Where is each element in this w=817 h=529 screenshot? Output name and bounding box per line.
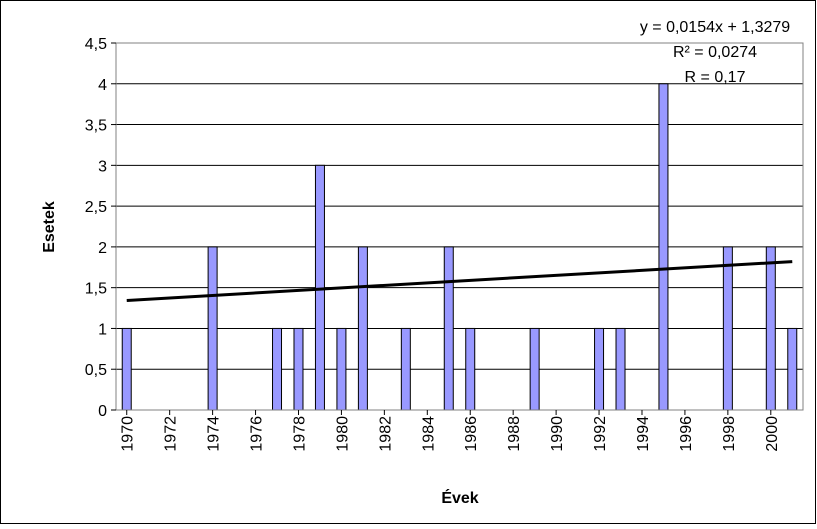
x-tick-label: 1996 <box>678 416 695 452</box>
x-axis-title: Évek <box>441 488 478 507</box>
bar-1998 <box>722 246 733 411</box>
trendline <box>126 260 793 302</box>
plot-area-border <box>115 42 804 411</box>
bar-1974 <box>207 246 218 411</box>
x-tick-label: 1976 <box>249 416 266 452</box>
x-tick-label: 1992 <box>592 416 609 452</box>
x-tick-label: 1972 <box>163 416 180 452</box>
y-tick-label: 1,5 <box>85 281 107 298</box>
trendline-layer <box>126 260 793 302</box>
x-tick-label: 1982 <box>377 416 394 452</box>
bar-1986 <box>465 327 476 411</box>
y-axis-ticks: 0 0,5 1 1,5 2 2,5 3 3,5 4 4,5 <box>85 36 116 420</box>
y-axis-title: Esetek <box>41 201 58 253</box>
x-tick-label: 1978 <box>291 416 308 452</box>
bar-1985 <box>443 246 454 411</box>
y-tick-label: 0 <box>98 403 107 420</box>
x-tick-label: 1970 <box>120 416 137 452</box>
bar-1981 <box>357 246 368 411</box>
bar-1989 <box>529 327 540 411</box>
y-tick-label: 3 <box>98 158 107 175</box>
x-tick-label: 2000 <box>764 416 781 452</box>
trendline-equation: y = 0,0154x + 1,3279 <box>640 19 790 36</box>
bar-1992 <box>594 327 605 411</box>
bar-1993 <box>615 327 626 411</box>
y-tick-label: 4 <box>98 77 107 94</box>
bar-1970 <box>121 327 132 411</box>
bar-1995 <box>658 83 669 411</box>
x-tick-label: 1974 <box>206 416 223 452</box>
bar-1983 <box>400 327 411 411</box>
x-tick-label: 1994 <box>635 416 652 452</box>
bar-2001 <box>787 327 798 411</box>
x-axis-ticks: 1970 1972 1974 1976 1978 1980 1982 1984 1986 1988… <box>120 410 781 452</box>
y-tick-label: 4,5 <box>85 36 107 53</box>
bar-1980 <box>336 327 347 411</box>
x-tick-label: 1988 <box>506 416 523 452</box>
gridlines <box>116 83 803 370</box>
trendline-r: R = 0,17 <box>685 69 746 86</box>
y-tick-label: 3,5 <box>85 118 107 135</box>
x-tick-label: 1986 <box>463 416 480 452</box>
trendline-r2: R² = 0,0274 <box>673 44 757 61</box>
bar-1978 <box>293 327 304 411</box>
x-tick-label: 1998 <box>721 416 738 452</box>
bar-1977 <box>272 327 283 411</box>
x-tick-label: 1990 <box>549 416 566 452</box>
y-tick-label: 0,5 <box>85 362 107 379</box>
x-tick-label: 1984 <box>420 416 437 452</box>
bar-2000 <box>765 246 776 411</box>
x-tick-label: 1980 <box>334 416 351 452</box>
y-tick-label: 2 <box>98 240 107 257</box>
y-tick-label: 2,5 <box>85 199 107 216</box>
y-tick-label: 1 <box>98 321 107 338</box>
